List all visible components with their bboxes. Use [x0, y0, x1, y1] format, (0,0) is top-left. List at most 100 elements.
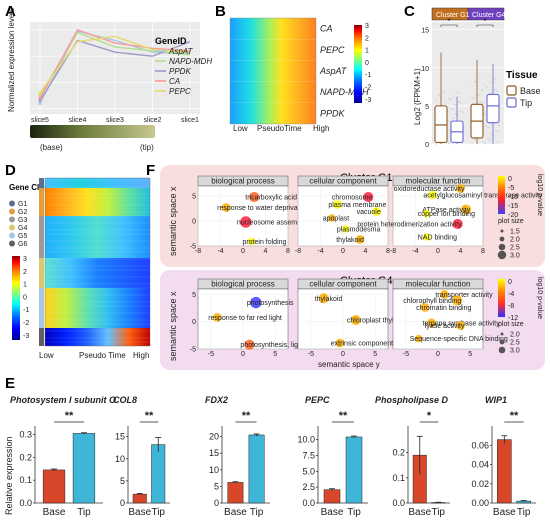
leaf-tip-label: (tip): [140, 143, 154, 152]
panel-e-subplot-title: Photosystem I subunit O: [10, 395, 116, 405]
panel-f-pvalue-colorbar: [498, 176, 505, 214]
panel-c-jitter-point: [471, 85, 473, 88]
panel-c-legend-label: Tip: [520, 98, 532, 108]
panel-f-go-term-point: [335, 338, 345, 348]
panel-e-xtick: Base: [493, 507, 516, 518]
panel-f-ytick: 5: [192, 292, 196, 299]
panel-a-legend-label: NAPD-MDH: [169, 57, 212, 66]
panel-c-signif: *: [483, 17, 486, 26]
panel-f-facet-title: biological process: [211, 280, 275, 289]
panel-c-jitter-point: [474, 80, 476, 83]
panel-f-xtick: 0: [341, 351, 345, 358]
panel-e-ytick: 7.5: [302, 450, 315, 460]
panel-c-jitter-point: [497, 130, 499, 133]
panel-c-legend-label: Base: [520, 86, 541, 96]
panel-d-cluster-label: G6: [18, 241, 27, 248]
panel-f-size-label: 2.5: [510, 340, 520, 347]
panel-f-size-dot: [497, 250, 507, 260]
panel-e-xtick: Tip: [151, 507, 165, 518]
panel-f-pvalue-tick: -12: [508, 315, 518, 322]
panel-f-go-term-label: chromosome: [332, 195, 373, 202]
panel-c-jitter-point: [435, 98, 437, 100]
panel-a-xtick: slice3: [106, 117, 124, 124]
panel-d-heat-band: [45, 188, 150, 216]
panel-f-g4-ylabel: semantic space x: [168, 291, 178, 361]
panel-e-xtick: Tip: [517, 507, 531, 518]
panel-f-go-term-point: [240, 216, 252, 228]
panel-f-xtick: 0: [241, 351, 245, 358]
panel-c-jitter-point: [455, 113, 457, 115]
panel-d-colorbar-tick: 3: [23, 256, 27, 263]
panel-f-go-term-point: [221, 203, 231, 212]
panel-f-go-term-point: [440, 290, 449, 299]
panel-b-colorbar-tick: -1: [365, 72, 371, 79]
panel-f-pvalue-tick: -5: [508, 185, 514, 192]
panel-d-heat-band: [45, 288, 150, 328]
panel-e-xtick: Base: [43, 507, 66, 518]
panel-d-cluster-dot: [9, 216, 15, 223]
panel-f-size-dot: [498, 243, 506, 251]
panel-f-go-term-point: [212, 312, 222, 322]
panel-f-go-term-point: [318, 293, 329, 304]
panel-e-signif: **: [510, 410, 519, 422]
panel-b-heatmap: CA PEPC AspAT NAPD-MDH PPDK 3 2 1 0 -1 -2 -3 Low P…: [229, 17, 371, 133]
panel-e-bar: [42, 469, 66, 504]
panel-f-go-term-point: [247, 237, 256, 246]
panel-b-colorbar-tick: 1: [365, 48, 369, 55]
panel-f-go-term-label: extrinsic component of membrane: [331, 341, 437, 348]
panel-d-cluster-label: G4: [18, 225, 27, 232]
panel-e-ytick: 15: [209, 448, 219, 458]
panel-c-jitter-point: [483, 102, 485, 104]
panel-c-jitter-point: [458, 92, 460, 95]
panel-f-go-term-label: vacuole: [357, 209, 381, 216]
panel-f-go-term-label: ATPase activity: [422, 207, 470, 214]
panel-d-cluster-label: G5: [18, 233, 27, 240]
panel-b-colorbar-tick: 3: [365, 23, 369, 30]
panel-f-go-term-label: apoplast: [323, 216, 350, 223]
panel-c-legend-swatch: [506, 97, 517, 108]
panel-f-xtick: -4: [217, 248, 223, 255]
panel-e-bar: [497, 439, 512, 504]
panel-c-jitter-point: [462, 111, 464, 114]
panel-c-jitter-point: [453, 95, 455, 97]
panel-f-go-term-point: [420, 303, 430, 312]
panel-d-xlabel-pseudotime: Pseudo Time: [79, 351, 126, 360]
panel-f-go-term-label: transporter activity: [435, 292, 493, 299]
panel-c-jitter-point: [449, 120, 451, 123]
panel-f-pvalue-tick: 0: [508, 279, 512, 286]
panel-d-cluster-bar-segment: [39, 188, 44, 216]
panel-c-jitter-point: [479, 77, 481, 79]
panel-f-xlabel: semantic space y: [318, 360, 380, 369]
panel-c-jitter-point: [452, 117, 454, 119]
panel-e-bar: [72, 433, 96, 504]
panel-f-xtick: -5: [403, 351, 409, 358]
panel-f-facet-title: cellular component: [309, 280, 377, 289]
panel-b-row-label: NAPD-MDH: [320, 87, 369, 97]
panel-f-xtick: -8: [195, 248, 201, 255]
panel-e-xtick: Tip: [77, 507, 91, 518]
panel-c-jitter-point: [481, 89, 483, 92]
panel-d-cluster-dot: [9, 240, 15, 247]
panel-f-xtick: 8: [286, 248, 290, 255]
panel-e-ytick: 0.3: [19, 430, 32, 440]
panel-a-legend-label: PEPC: [169, 87, 191, 96]
panel-b-row-label: AspAT: [319, 66, 348, 76]
panel-e-subplot-title: FDX2: [205, 395, 228, 405]
leaf-image: [30, 125, 155, 138]
panel-label-c: C: [404, 3, 415, 20]
panel-e-bar: [345, 436, 363, 504]
panel-f-go-term-label: photosynthesis, light harvesting: [240, 342, 338, 349]
panel-c-jitter-point: [447, 119, 449, 122]
panel-d-heat-band: [45, 216, 150, 258]
panel-d-heat-band: [45, 178, 150, 188]
panel-e-ytick: 0.00: [471, 498, 489, 508]
panel-b-xlabel-pseudotime: PseudoTime: [257, 124, 302, 133]
panel-c-jitter-point: [495, 129, 497, 132]
panel-c-jitter-point: [485, 125, 487, 127]
panel-d-cluster-bar-segment: [39, 288, 44, 328]
panel-f-go-term-point: [363, 191, 374, 203]
panel-f-go-term-label: protein folding: [242, 239, 286, 246]
panel-a-ylabel: Normalized expression levels: [7, 8, 16, 112]
panel-c-jitter-point: [449, 129, 451, 131]
